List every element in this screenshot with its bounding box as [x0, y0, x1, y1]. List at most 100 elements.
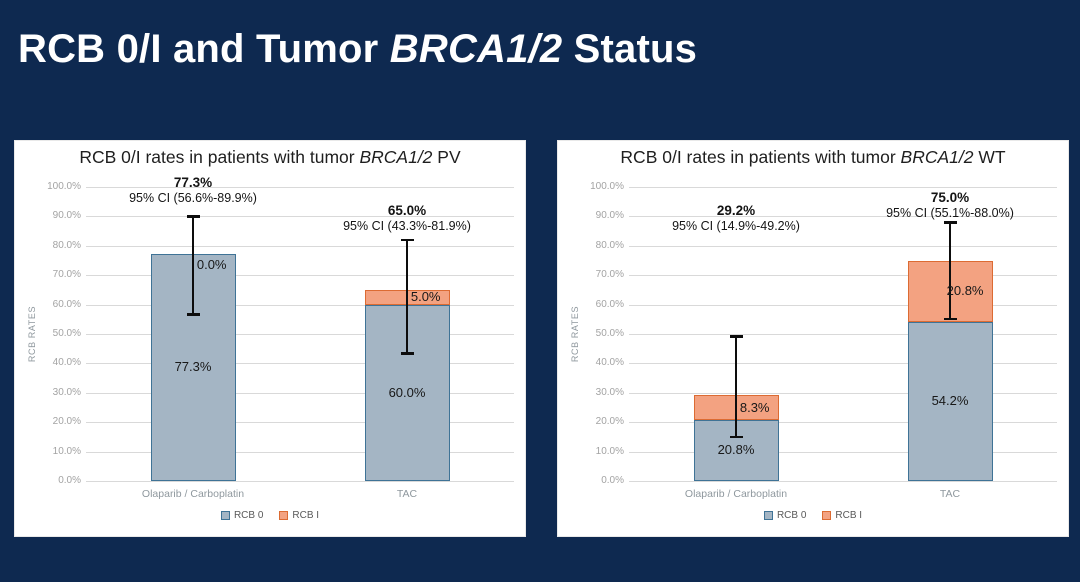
segment-label-rcb1: 20.8% — [946, 283, 984, 299]
gridline — [86, 304, 514, 306]
y-tick-label: 50.0% — [595, 328, 624, 339]
y-tick-label: 80.0% — [52, 239, 81, 251]
y-tick-label: 10.0% — [52, 445, 81, 457]
gridline — [86, 481, 514, 482]
chart-title-part: BRCA1/2 — [900, 147, 974, 167]
segment-label-rcb0: 54.2% — [931, 393, 969, 409]
chart-title-part: BRCA1/2 — [359, 147, 433, 167]
error-bar-line — [734, 336, 738, 438]
segment-label-rcb1: 5.0% — [410, 289, 441, 305]
chart-title-part: PV — [432, 147, 461, 167]
gridline — [86, 451, 514, 453]
segment-label-rcb0: 60.0% — [388, 384, 426, 400]
segment-label-rcb0: 20.8% — [717, 442, 755, 458]
gridline — [86, 363, 514, 365]
y-tick-label: 60.0% — [595, 298, 624, 310]
y-tick-label: 90.0% — [52, 210, 81, 222]
legend-item: RCB I — [822, 510, 862, 521]
error-bar-line — [948, 222, 952, 319]
slide-title: RCB 0/I and Tumor BRCA1/2 Status — [18, 27, 697, 72]
total-annotation: 65.0% 95% CI (43.3%-81.9%) — [292, 203, 522, 235]
category-label: TAC — [396, 488, 418, 500]
confidence-interval-label: 95% CI (43.3%-81.9%) — [343, 219, 471, 234]
segment-label-rcb0: 77.3% — [174, 359, 212, 375]
gridline — [86, 216, 514, 218]
legend-label: RCB I — [835, 510, 863, 521]
category-label: Olaparib / Carboplatin — [684, 488, 788, 500]
y-tick-label: 100.0% — [590, 181, 624, 192]
gridline — [86, 245, 514, 247]
legend-item: RCB 0 — [220, 510, 264, 521]
y-tick-label: 90.0% — [595, 210, 624, 222]
chart-panel-brca-wt: RCB 0/I rates in patients with tumor BRC… — [557, 140, 1069, 537]
slide-title-part: Status — [562, 27, 698, 71]
bar-segment-rcb0 — [907, 321, 993, 481]
gridline — [629, 363, 1057, 365]
error-bar-cap — [400, 238, 414, 242]
gridline — [629, 275, 1057, 277]
segment-label-rcb1: 8.3% — [739, 399, 770, 415]
legend-label: RCB 0 — [233, 510, 264, 521]
y-tick-label: 40.0% — [52, 357, 81, 369]
y-tick-label: 50.0% — [52, 328, 81, 339]
y-tick-label: 30.0% — [52, 386, 81, 398]
legend-swatch-rcb0 — [763, 511, 773, 520]
gridline — [629, 304, 1057, 306]
chart-title: RCB 0/I rates in patients with tumor BRC… — [15, 147, 525, 168]
total-percent-label: 65.0% — [387, 203, 427, 218]
legend-label: RCB 0 — [776, 510, 807, 521]
y-tick-label: 80.0% — [595, 239, 624, 251]
error-bar-line — [191, 216, 195, 315]
y-tick-label: 20.0% — [52, 416, 81, 428]
chart-title-part: WT — [973, 147, 1006, 167]
segment-label-rcb1: 0.0% — [196, 256, 227, 272]
total-percent-label: 77.3% — [173, 175, 213, 190]
confidence-interval-label: 95% CI (55.1%-88.0%) — [886, 206, 1014, 221]
legend-swatch-rcb0 — [220, 511, 230, 520]
chart-title-part: RCB 0/I rates in patients with tumor — [79, 147, 360, 167]
category-label: Olaparib / Carboplatin — [141, 488, 245, 500]
y-axis-title: RCB RATES — [27, 305, 37, 363]
error-bar-cap — [943, 317, 957, 321]
legend-swatch-rcb1 — [822, 511, 832, 520]
error-bar-cap — [186, 215, 200, 218]
gridline — [629, 392, 1057, 394]
chart-title: RCB 0/I rates in patients with tumor BRC… — [558, 147, 1068, 168]
error-bar-cap — [186, 313, 200, 316]
total-annotation: 29.2% 95% CI (14.9%-49.2%) — [621, 203, 851, 235]
gridline — [86, 275, 514, 277]
error-bar-line — [405, 240, 409, 354]
total-annotation: 77.3% 95% CI (56.6%-89.9%) — [78, 175, 308, 207]
legend-item: RCB 0 — [763, 510, 807, 521]
legend-label: RCB I — [292, 510, 320, 521]
total-percent-label: 75.0% — [930, 190, 970, 205]
y-tick-label: 70.0% — [595, 269, 624, 281]
gridline — [86, 392, 514, 394]
chart-panel-brca-pv: RCB 0/I rates in patients with tumor BRC… — [14, 140, 526, 537]
gridline — [629, 187, 1057, 188]
gridline — [629, 481, 1057, 482]
slide-title-part: BRCA1/2 — [389, 27, 563, 71]
legend-item: RCB I — [279, 510, 319, 521]
gridline — [629, 422, 1057, 424]
gridline — [629, 245, 1057, 247]
legend: RCB 0 RCB I — [558, 510, 1068, 521]
gridline — [629, 451, 1057, 453]
slide-title-part: RCB 0/I and Tumor — [18, 27, 390, 71]
gridline — [86, 334, 514, 335]
error-bar-cap — [400, 352, 414, 355]
total-percent-label: 29.2% — [716, 203, 756, 218]
gridline — [629, 334, 1057, 335]
confidence-interval-label: 95% CI (14.9%-49.2%) — [672, 219, 800, 234]
y-tick-label: 60.0% — [52, 298, 81, 310]
y-tick-label: 10.0% — [595, 445, 624, 457]
legend: RCB 0 RCB I — [15, 510, 525, 521]
y-tick-label: 100.0% — [47, 181, 81, 192]
error-bar-cap — [729, 435, 743, 439]
y-tick-label: 70.0% — [52, 269, 81, 281]
error-bar-cap — [943, 221, 957, 224]
y-tick-label: 0.0% — [58, 475, 81, 486]
category-label: TAC — [939, 488, 961, 500]
y-tick-label: 30.0% — [595, 386, 624, 398]
y-axis-title: RCB RATES — [570, 305, 580, 363]
